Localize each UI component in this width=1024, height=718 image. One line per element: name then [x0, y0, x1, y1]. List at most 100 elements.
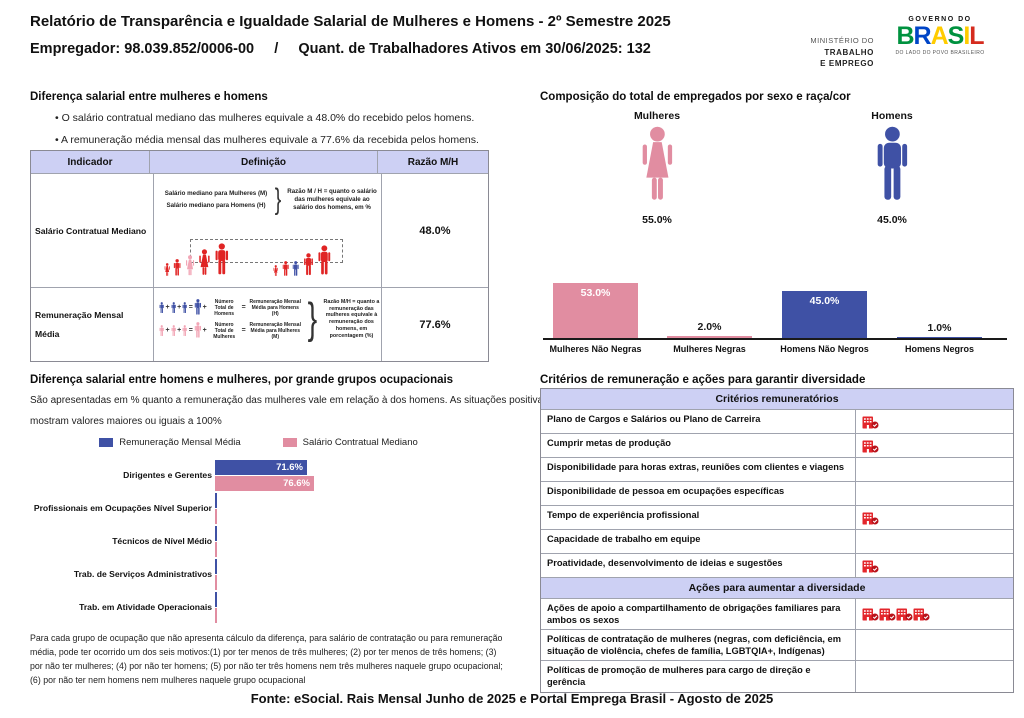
ministry-line-3: E EMPREGO: [820, 59, 874, 69]
footer-source: Fonte: eSocial. Rais Mensal Junho de 202…: [250, 691, 774, 706]
indicator-name: Remuneração Mensal Média: [31, 288, 153, 361]
criteria-label: Disponibilidade de pessoa em ocupações e…: [547, 486, 785, 496]
criteria-icons-cell: [855, 434, 1013, 457]
chart-row-label: Profissionais em Ocupações Nível Superio…: [33, 502, 212, 513]
brasil-letter: R: [913, 22, 932, 50]
indicator-line-2: Média: [35, 329, 60, 339]
criteria-section-header: Ações para aumentar a diversidade: [541, 577, 1013, 598]
zero-axis-tick: [215, 575, 217, 590]
plus-sign: +: [165, 327, 170, 334]
chart-row: Dirigentes e Gerentes 71.6% 76.6%: [30, 458, 508, 491]
company-check-icon: [862, 511, 879, 525]
brace-glyph: }: [307, 294, 317, 343]
criteria-icons-cell: [855, 661, 1013, 692]
composition-bar-chart: 53.0% Mulheres Não Negras 2.0% Mulheres Neg…: [540, 280, 1010, 356]
person-icon: [182, 324, 188, 337]
women-figures: + + = +: [159, 322, 207, 339]
criteria-row: Políticas de promoção de mulheres para c…: [541, 660, 1013, 692]
men-mean-row: + + = + Número Total de Homens = Re: [159, 299, 303, 317]
x-axis-line: [543, 338, 1007, 340]
occupational-desc-2: mostram valores maiores ou iguais a 100%: [30, 416, 222, 427]
person-icon: [164, 263, 170, 277]
brasil-wordmark-icon: BRASIL: [888, 23, 992, 49]
company-check-icon: [862, 607, 879, 621]
criteria-label: Capacidade de trabalho em equipe: [547, 534, 701, 544]
blue-swatch-icon: [99, 438, 114, 447]
legend-label: Remuneração Mensal Média: [119, 437, 241, 448]
occupational-footnote: Para cada grupo de ocupação que não apre…: [30, 633, 503, 686]
person-icon: [303, 253, 314, 277]
bar-category-label: Homens Negros: [904, 344, 975, 354]
criteria-row: Proatividade, desenvolvimento de ideias …: [541, 553, 1013, 577]
criteria-icons-cell: [855, 599, 1013, 630]
criteria-row: Tempo de experiência profissional: [541, 505, 1013, 529]
row-salario-contratual-mediano: Salário Contratual Mediano Salário media…: [31, 173, 488, 287]
brace-glyph: }: [274, 183, 282, 216]
composition-bar: [897, 336, 982, 338]
criteria-label: Políticas de contratação de mulheres (ne…: [547, 634, 841, 656]
bar-value-label: 53.0%: [580, 286, 611, 299]
person-icon: [171, 324, 177, 337]
ministry-line-1: MINISTÉRIO DO: [810, 36, 874, 45]
person-icon: [214, 243, 230, 277]
plus-sign: +: [177, 327, 182, 334]
composition-bar: [667, 335, 752, 338]
male-label: Homens: [871, 110, 913, 122]
zero-axis-tick: [215, 559, 217, 574]
zero-axis-tick: [215, 608, 217, 623]
chart-row: Técnicos de Nível Médio: [30, 524, 508, 557]
criteria-row: Políticas de contratação de mulheres (ne…: [541, 629, 1013, 661]
zero-axis-tick: [215, 493, 217, 508]
women-count-label: Número Total de Mulheres: [213, 321, 236, 340]
criteria-icons-cell: [855, 458, 1013, 481]
brasil-letter: L: [969, 22, 984, 50]
salary-gap-bullet-2: A remuneração média mensal das mulheres …: [55, 134, 479, 146]
zero-axis-tick: [215, 542, 217, 557]
plus-sign: +: [165, 304, 170, 311]
person-icon: [185, 255, 195, 277]
bar-value-label: 45.0%: [809, 295, 840, 308]
women-result-label: Remuneração Mensal Média para Mulheres (…: [249, 321, 301, 340]
female-value: 55.0%: [642, 214, 672, 226]
indicator-table-header-row: Indicador Definição Razão M/H: [31, 151, 488, 173]
criteria-row: Disponibilidade para horas extras, reuni…: [541, 457, 1013, 481]
median-women-label: Salário mediano para Mulheres (M): [164, 189, 268, 197]
female-label: Mulheres: [633, 110, 681, 122]
indicator-name: Salário Contratual Mediano: [35, 225, 147, 236]
chart-bar: 71.6%: [215, 460, 307, 475]
men-figures: + + = +: [159, 299, 207, 316]
criteria-title: Critérios de remuneração e ações para ga…: [540, 374, 866, 386]
chart-row: Trab. em Atividade Operacionais: [30, 590, 508, 623]
row-remuneracao-mensal-media: Remuneração Mensal Média + +: [31, 287, 488, 361]
person-icon: [198, 249, 211, 277]
header-definicao: Definição: [149, 151, 377, 173]
ratio-value-median: 48.0%: [381, 174, 488, 287]
header-razao-mh: Razão M/H: [377, 151, 488, 173]
chart-row-label: Dirigentes e Gerentes: [123, 469, 212, 480]
composition-bar: [553, 282, 638, 338]
plus-sign: +: [202, 327, 207, 334]
criteria-section-header: Critérios remuneratórios: [541, 389, 1013, 409]
bar-category-label: Mulheres Negras: [673, 344, 746, 354]
person-icon: [173, 259, 181, 277]
company-check-icon: [862, 415, 879, 429]
criteria-icons-cell: [855, 506, 1013, 529]
chart-row-label: Trab. em Atividade Operacionais: [79, 601, 212, 612]
salary-gap-title: Diferença salarial entre mulheres e home…: [30, 91, 268, 103]
composition-title: Composição do total de empregados por se…: [540, 91, 851, 103]
person-icon: [292, 261, 299, 277]
median-men-label: Salário mediano para Homens (H): [166, 202, 266, 209]
plus-sign: +: [177, 304, 182, 311]
bar-category-label: Mulheres Não Negras: [549, 344, 642, 354]
plus-sign: +: [202, 304, 207, 311]
company-check-icon: [862, 439, 879, 453]
header-indicador: Indicador: [31, 151, 149, 173]
criteria-table: Critérios remuneratórios Plano de Cargos …: [540, 388, 1014, 693]
zero-axis-tick: [215, 592, 217, 607]
criteria-icons-cell: [855, 410, 1013, 433]
people-figures-row: [164, 243, 331, 277]
person-icon: [273, 265, 279, 277]
legend-item-median: Salário Contratual Mediano: [282, 437, 418, 448]
ratio-value-mean: 77.6%: [381, 288, 488, 361]
